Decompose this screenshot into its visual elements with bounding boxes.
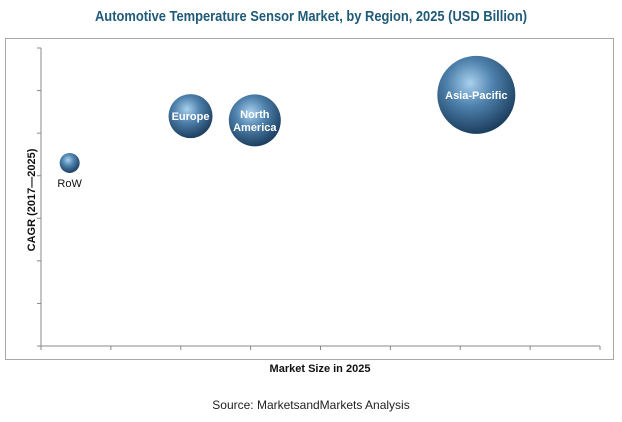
bubble-row: [59, 152, 80, 173]
bubble-label: America: [233, 122, 277, 134]
bubble-label: Europe: [172, 111, 210, 123]
source-note: Source: MarketsandMarkets Analysis: [212, 398, 410, 412]
x-axis-label: Market Size in 2025: [270, 363, 371, 375]
bubble-asia-pacific: [437, 55, 516, 134]
bubble-label: RoW: [57, 178, 82, 190]
bubble-label: North: [240, 109, 270, 121]
bubble-label: Asia-Pacific: [445, 90, 507, 102]
chart-frame: [5, 38, 614, 360]
chart-title: Automotive Temperature Sensor Market, by…: [94, 8, 527, 25]
bubble-europe: [168, 94, 213, 139]
y-axis-label: CAGR (2017—2025): [26, 148, 38, 251]
bubble-north-america: [228, 94, 281, 147]
